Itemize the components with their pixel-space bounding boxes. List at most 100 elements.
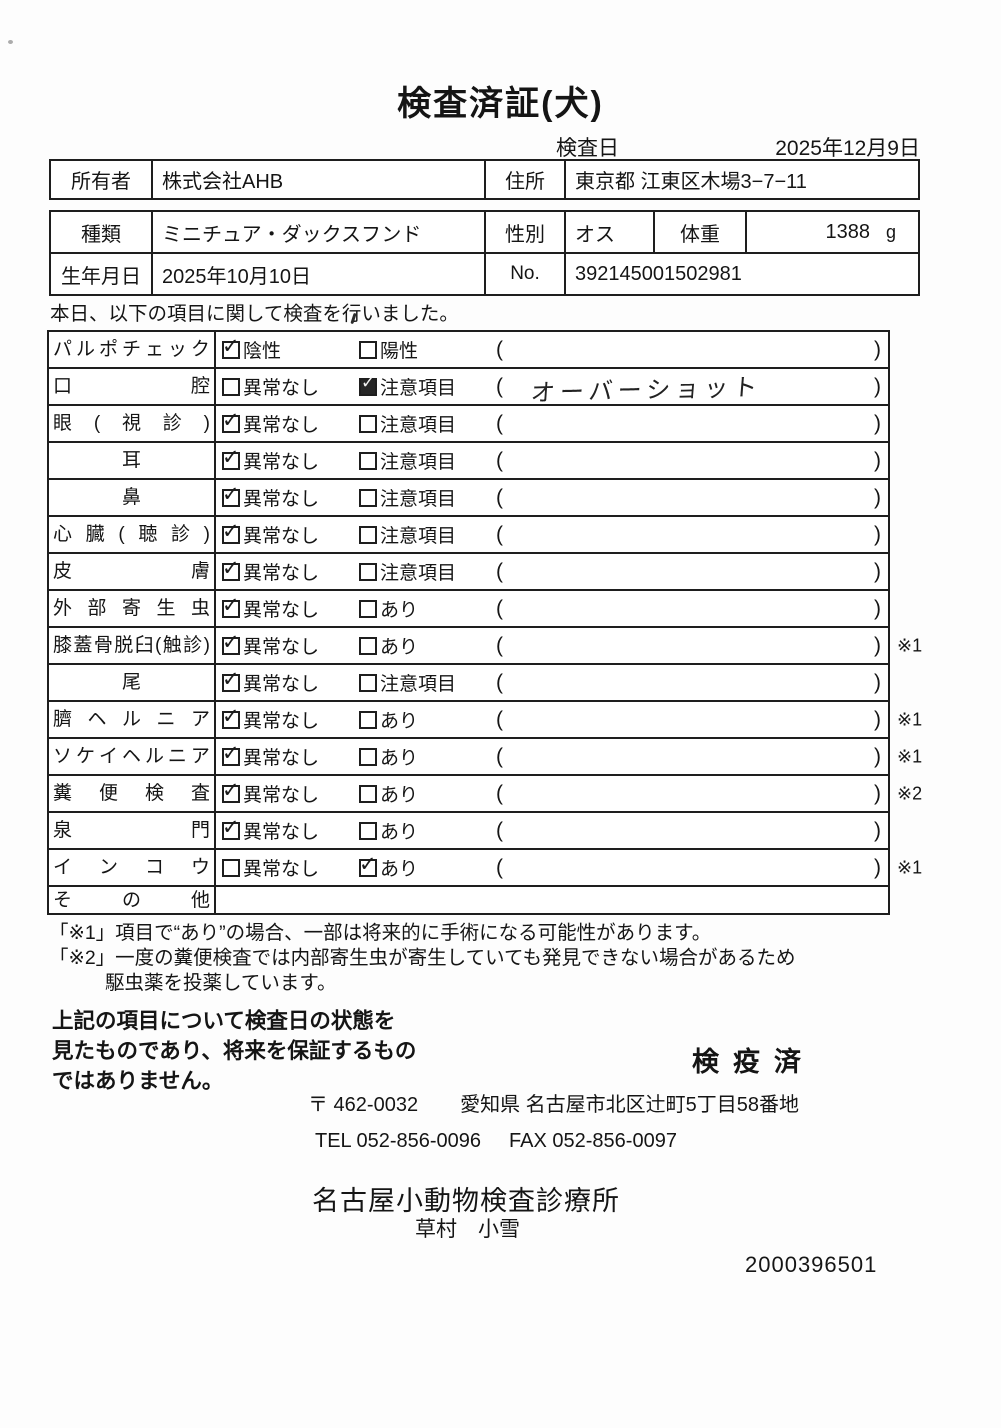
label-char: そ — [53, 889, 73, 911]
option-label: 注意項目 — [380, 563, 457, 584]
option-label: 注意項目 — [380, 452, 457, 473]
checkbox-option: 注意項目 — [359, 410, 496, 437]
birth-row: 生年月日 2025年10月10日 No. 392145001502981 — [51, 254, 918, 294]
option-label: 陰性 — [243, 341, 282, 362]
label-char: 膝 — [53, 635, 73, 656]
option-label: 異常なし — [243, 711, 320, 732]
remarks-handwritten-text — [503, 715, 874, 725]
paren-close: ) — [874, 522, 881, 546]
label-char: ( — [93, 413, 101, 434]
option-label: 異常なし — [243, 452, 320, 473]
option-label: あり — [380, 711, 419, 732]
label-char: 診 — [162, 413, 182, 434]
paren-close: ) — [874, 855, 881, 879]
owner-table: 所有者 株式会社AHB 住所 東京都 江東区木場3−7−11 — [49, 159, 920, 200]
label-char: の — [121, 889, 141, 911]
remarks-handwritten-text — [503, 678, 874, 688]
remarks-field: () — [496, 634, 888, 658]
paren-open: ( — [496, 818, 503, 842]
paren-open: ( — [496, 522, 503, 546]
remarks-handwritten-text: オーバーショット — [529, 374, 764, 408]
inspection-row-content: 異常なし 注意項目 () — [216, 480, 888, 515]
footnote-ref: ※2 — [897, 783, 923, 803]
inspection-row-content: 異常なし あり () — [216, 813, 888, 848]
paren-close: ) — [874, 337, 881, 361]
option-label: あり — [380, 637, 419, 658]
paren-close: ) — [874, 448, 881, 472]
remarks-handwritten-text — [503, 345, 874, 355]
label-char: ン — [98, 857, 118, 878]
breed-row: 種類 ミニチュア・ダックスフンド 性別 オス 体重 1388 g — [51, 212, 918, 254]
paren-open: ( — [496, 744, 503, 768]
option-label: 注意項目 — [380, 378, 457, 399]
option-label: 異常なし — [243, 674, 320, 695]
inspection-row-content: 異常なし 注意項目 () — [216, 443, 888, 478]
quarantine-stamp: 検疫済 — [692, 1047, 815, 1077]
checked-checkbox-icon — [222, 815, 240, 840]
fax-number: FAX 052-856-0097 — [509, 1130, 677, 1152]
sex-label: 性別 — [486, 212, 566, 252]
label-char: 臓 — [85, 524, 105, 545]
label-char: ェ — [144, 339, 164, 360]
checked-checkbox-icon — [359, 373, 377, 396]
birth-label: 生年月日 — [51, 254, 153, 294]
owner-label: 所有者 — [51, 161, 153, 198]
checkbox-option: あり — [359, 852, 496, 881]
label-char: ア — [190, 746, 210, 767]
table-row: 口腔異常なし注意項目(オーバーショット) — [49, 369, 888, 407]
checked-checkbox-icon — [222, 556, 240, 581]
checkbox-option: 注意項目 — [359, 484, 496, 511]
table-row: イ ン コ ウ 異常なし あり () ※1 — [49, 850, 922, 887]
label-char: 外 — [53, 598, 73, 619]
checkbox-option: 陽性 — [359, 336, 496, 363]
remarks-handwritten-text — [503, 493, 874, 503]
label-char: ニ — [167, 746, 187, 767]
inspection-item-label: 心臓 (聴診) — [53, 525, 210, 544]
clinic-address-line: 〒 462-0032 愛知県 名古屋市北区辻町5丁目58番地 — [308, 1088, 799, 1117]
inspection-row-content: 異常なし あり () — [216, 628, 888, 663]
inspection-item-cell: 糞便検査 — [49, 776, 216, 811]
label-char: イ — [53, 857, 73, 878]
breed-label: 種類 — [51, 212, 153, 252]
inspection-item-label: 膝蓋骨脱臼(触診) — [53, 636, 210, 655]
unchecked-checkbox-icon — [359, 562, 377, 581]
inspection-item-label: 臍ヘルニア — [53, 710, 210, 729]
inspection-item-cell: ソケイヘルニア — [49, 739, 216, 774]
label-char: ル — [144, 746, 164, 767]
checked-checkbox-icon — [222, 445, 240, 470]
label-char: 泉 — [53, 820, 73, 841]
paren-close: ) — [874, 781, 881, 805]
table-row: 皮膚異常なし注意項目() — [49, 554, 888, 591]
checked-checkbox-icon — [359, 852, 377, 877]
scan-speck — [8, 40, 13, 44]
inspection-item-cell: 眼 (視診) — [49, 406, 216, 441]
label-char: 聴 — [138, 524, 158, 545]
paren-open: ( — [496, 337, 503, 361]
label-char: 腔 — [190, 376, 210, 397]
inspection-item-cell: その他 — [49, 887, 216, 913]
unchecked-checkbox-icon — [359, 636, 377, 655]
label-char: 査 — [190, 783, 210, 804]
option-label: 異常なし — [243, 600, 320, 621]
label-char: 診 — [171, 524, 191, 545]
label-char: ア — [190, 709, 210, 730]
remarks-field: () — [496, 486, 888, 510]
label-char: 蓋 — [73, 635, 93, 656]
label-char: 検 — [144, 783, 164, 804]
checkbox-option: あり — [359, 595, 496, 622]
option-label: あり — [380, 822, 419, 843]
paren-close: ) — [874, 596, 881, 620]
footnote-2-continued: 駆虫薬を投薬しています。 — [105, 972, 337, 994]
unchecked-checkbox-icon — [222, 858, 240, 877]
tel-number: TEL 052-856-0096 — [315, 1130, 482, 1152]
paren-open: ( — [496, 855, 503, 879]
clinic-name: 名古屋小動物検査診療所 — [312, 1186, 620, 1216]
inspection-table: パルポチェック陰性陽性()口腔異常なし注意項目(オーバーショット)眼(視診)異常… — [47, 330, 922, 915]
page-title: 検査済証(犬) — [397, 85, 604, 123]
option-label: 注意項目 — [380, 526, 457, 547]
checkbox-option: 異常なし — [222, 373, 359, 400]
inspection-row-content — [216, 887, 888, 913]
label-char: ポ — [98, 339, 118, 360]
inspection-row-content: 異常なし あり () — [216, 702, 888, 737]
remarks-handwritten-text — [503, 567, 874, 577]
